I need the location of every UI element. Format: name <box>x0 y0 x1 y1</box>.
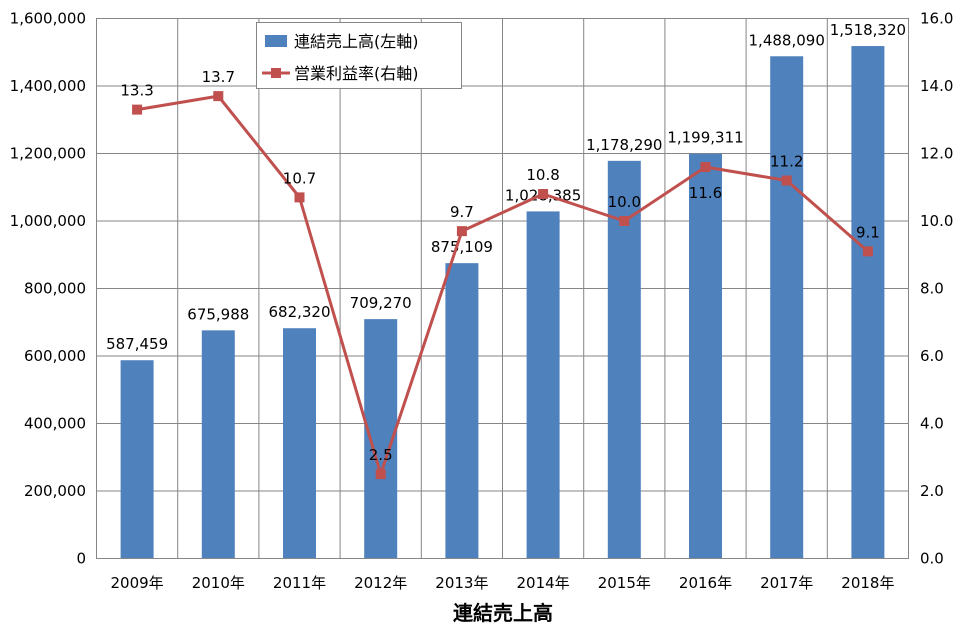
margin-value-label: 10.0 <box>608 193 641 211</box>
left-tick-label: 1,400,000 <box>10 77 86 95</box>
x-tick-label: 2015年 <box>598 574 651 592</box>
left-tick-label: 1,600,000 <box>10 10 86 28</box>
right-tick-label: 4.0 <box>920 415 944 433</box>
sales-bars <box>120 46 885 559</box>
margin-value-label: 10.7 <box>283 169 316 187</box>
x-tick-label: 2011年 <box>273 574 326 592</box>
margin-point <box>781 175 792 186</box>
legend-bar-swatch <box>265 35 287 47</box>
right-axis-ticks: 0.0 2.0 4.0 6.0 8.0 10.0 12.0 14.0 16.0 <box>920 10 953 568</box>
margin-point <box>538 189 549 199</box>
margin-point <box>700 162 711 172</box>
margin-point <box>294 192 305 203</box>
x-axis-title: 連結売上高 <box>453 601 553 625</box>
margin-value-label: 10.8 <box>526 166 559 184</box>
right-tick-label: 12.0 <box>920 145 953 163</box>
sales-bar <box>851 46 885 559</box>
right-tick-label: 10.0 <box>920 212 953 230</box>
sales-bar <box>689 153 722 559</box>
sales-value-label: 682,320 <box>268 303 330 321</box>
sales-value-label: 675,988 <box>187 305 249 323</box>
sales-bar <box>770 56 804 559</box>
right-tick-label: 8.0 <box>920 280 944 298</box>
sales-value-label: 1,199,311 <box>667 129 743 147</box>
left-tick-label: 200,000 <box>24 482 86 500</box>
sales-bar <box>120 360 154 559</box>
sales-value-label: 1,178,290 <box>586 136 662 154</box>
margin-point <box>456 226 467 237</box>
sales-value-label: 875,109 <box>431 238 493 256</box>
right-tick-label: 2.0 <box>920 482 944 500</box>
left-tick-label: 1,000,000 <box>10 212 86 230</box>
sales-bar <box>283 328 316 559</box>
margin-point <box>213 91 224 102</box>
left-tick-label: 800,000 <box>24 280 86 298</box>
left-tick-label: 0 <box>76 550 86 568</box>
margin-value-label: 11.2 <box>770 153 803 171</box>
plot-area-border <box>96 18 909 559</box>
x-tick-label: 2017年 <box>760 574 813 592</box>
legend-line-marker <box>271 68 281 78</box>
margin-value-label: 2.5 <box>369 446 393 464</box>
margin-point <box>862 246 873 257</box>
margin-value-label: 13.3 <box>120 82 153 100</box>
x-tick-label: 2009年 <box>111 574 164 592</box>
gridlines <box>96 18 909 559</box>
left-tick-label: 400,000 <box>24 415 86 433</box>
x-tick-label: 2010年 <box>192 574 245 592</box>
margin-polyline <box>136 94 869 476</box>
sales-bar <box>607 160 641 559</box>
right-tick-label: 16.0 <box>920 10 953 28</box>
margin-data-labels: 13.3 13.7 10.7 2.5 9.7 10.8 10.0 11.6 11.2 9.1 <box>120 68 879 464</box>
margin-value-label: 9.7 <box>450 203 474 221</box>
legend: 連結売上高(左軸) 営業利益率(右軸) <box>256 22 462 89</box>
x-tick-label: 2018年 <box>841 574 894 592</box>
right-tick-label: 6.0 <box>920 347 944 365</box>
sales-bar <box>445 263 479 559</box>
legend-bar-label: 連結売上高(左軸) <box>294 32 419 51</box>
margin-value-label: 9.1 <box>856 223 880 241</box>
legend-box <box>256 22 462 89</box>
x-tick-label: 2013年 <box>435 574 488 592</box>
left-tick-label: 1,200,000 <box>10 145 86 163</box>
left-axis-ticks: 0 200,000 400,000 600,000 800,000 1,000,000 1,… <box>10 10 86 568</box>
x-tick-label: 2012年 <box>354 574 407 592</box>
margin-value-label: 13.7 <box>202 68 235 86</box>
right-tick-label: 14.0 <box>920 77 953 95</box>
margin-line <box>132 91 873 480</box>
x-tick-label: 2014年 <box>517 574 570 592</box>
margin-point <box>619 216 630 226</box>
sales-bar <box>201 330 235 559</box>
sales-value-label: 1,518,320 <box>830 21 906 39</box>
sales-value-label: 709,270 <box>350 294 412 312</box>
margin-value-label: 11.6 <box>689 184 722 202</box>
left-tick-label: 600,000 <box>24 347 86 365</box>
margin-point <box>132 104 143 115</box>
legend-line-label: 営業利益率(右軸) <box>294 64 419 83</box>
sales-value-label: 587,459 <box>106 335 168 353</box>
margin-point <box>375 469 386 480</box>
sales-bar <box>526 211 560 559</box>
x-axis-ticks: 2009年 2010年 2011年 2012年 2013年 2014年 2015年 2016年… <box>111 574 895 592</box>
x-tick-label: 2016年 <box>679 574 732 592</box>
right-tick-label: 0.0 <box>920 550 944 568</box>
sales-data-labels: 587,459675,988682,320709,270875,1091,028… <box>106 21 906 353</box>
sales-value-label: 1,488,090 <box>749 31 825 49</box>
